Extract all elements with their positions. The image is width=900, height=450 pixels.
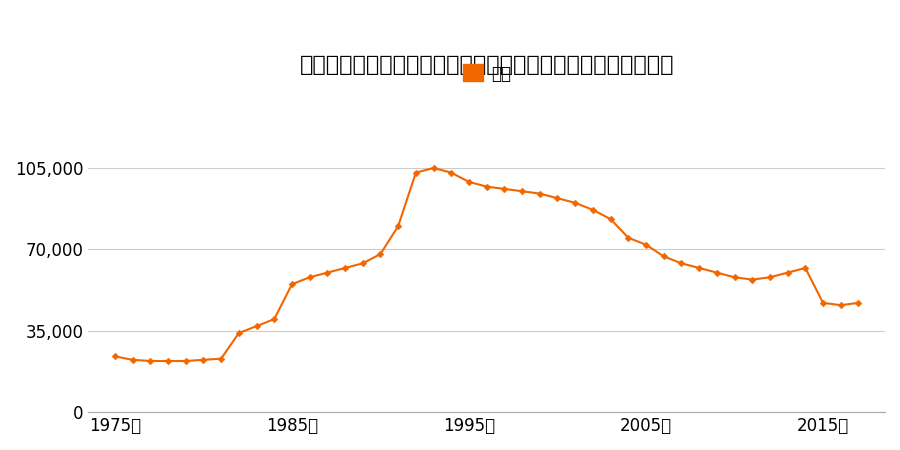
Legend: 価格: 価格: [455, 58, 517, 89]
Title: 群馬県前橋市荒牧町字自性寺前８８１番８ほか１筆の地価推移: 群馬県前橋市荒牧町字自性寺前８８１番８ほか１筆の地価推移: [300, 54, 674, 75]
